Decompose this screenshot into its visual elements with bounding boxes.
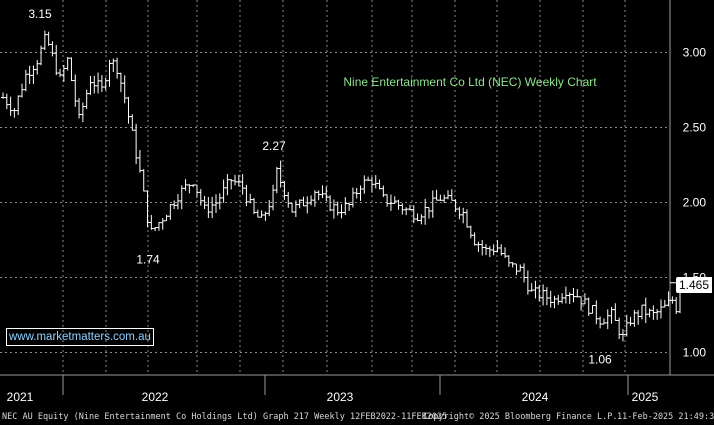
x-tick-label-0: 2021 (7, 390, 34, 404)
x-tick-label-2: 2023 (327, 390, 354, 404)
y-tick-label-4: 3.00 (683, 46, 707, 60)
footer-copyright: Copyright© 2025 Bloomberg Finance L.P. (423, 412, 618, 422)
price-chart: 1.001.502.002.503.0020212022202320242025… (0, 0, 714, 404)
footer-timestamp: 11-Feb-2025 21:49:35 (617, 412, 714, 422)
x-tick-label-3: 2024 (522, 390, 549, 404)
x-tick-label-4: 2025 (632, 390, 659, 404)
y-tick-label-0: 1.00 (683, 346, 707, 360)
last-price-badge: 1.465 (676, 277, 712, 293)
watermark-link[interactable]: www.marketmatters.com.au (6, 328, 154, 346)
footer-bar: NEC AU Equity (Nine Entertainment Co Hol… (0, 410, 714, 425)
x-tick-label-1: 2022 (142, 390, 169, 404)
chart-title: Nine Entertainment Co Ltd (NEC) Weekly C… (343, 75, 597, 89)
y-tick-label-3: 2.50 (683, 121, 707, 135)
footer-ticker-info: NEC AU Equity (Nine Entertainment Co Hol… (2, 412, 448, 422)
plot-area (0, 0, 670, 375)
annotation-3-15: 3.15 (28, 7, 52, 21)
annotation-1-06: 1.06 (588, 353, 612, 367)
y-tick-label-2: 2.00 (683, 196, 707, 210)
annotation-1-74: 1.74 (136, 253, 160, 267)
annotation-2-27: 2.27 (262, 139, 286, 153)
